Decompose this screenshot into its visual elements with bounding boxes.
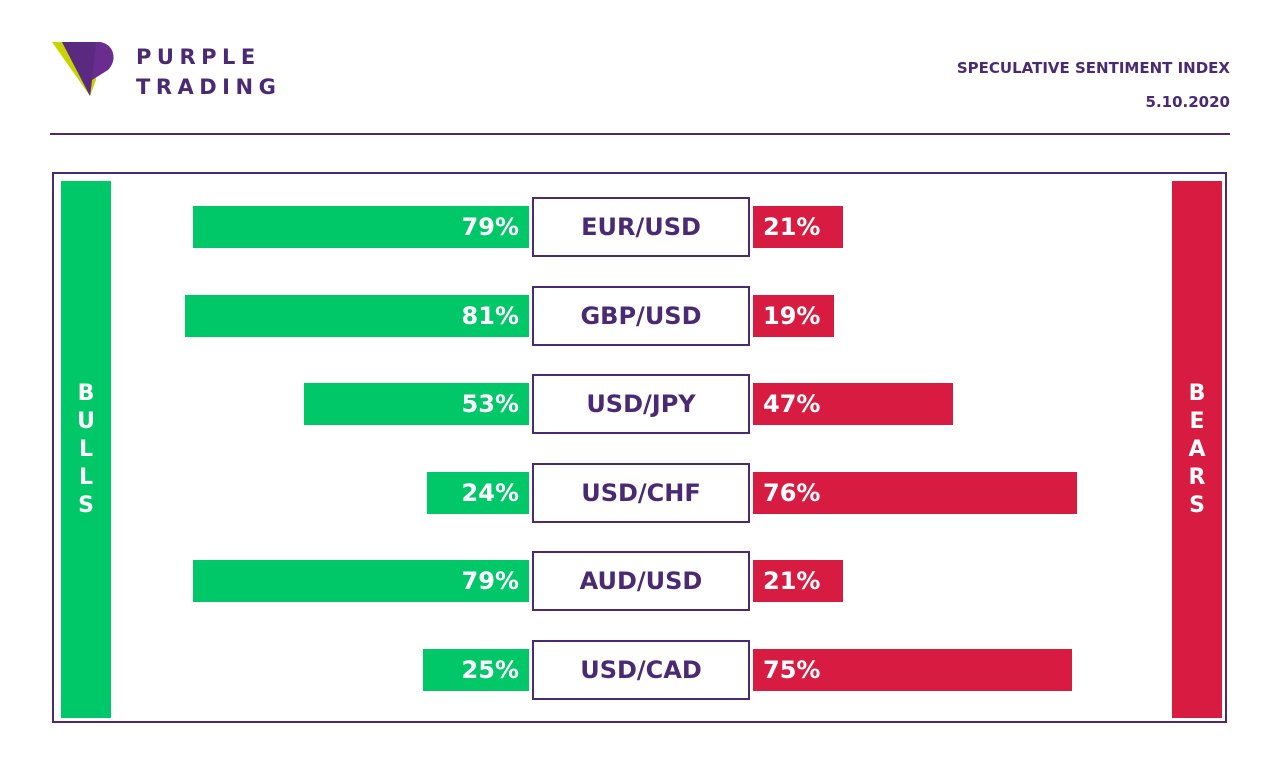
side-letter: B <box>77 380 95 406</box>
bull-bar: 79% <box>193 560 529 603</box>
bull-bar: 24% <box>427 471 529 514</box>
header-divider <box>50 133 1230 135</box>
side-letter: L <box>78 436 94 462</box>
currency-pair-label: USD/CHF <box>532 462 750 523</box>
currency-pair-label: USD/CAD <box>532 640 750 700</box>
sentiment-row: 24% USD/CHF 76% <box>0 462 1280 523</box>
bull-bar: 81% <box>184 294 529 337</box>
side-letter: L <box>78 464 94 490</box>
brand-logo: PURPLE TRADING <box>52 40 312 100</box>
purple-trading-logo-icon <box>52 42 114 96</box>
currency-pair-label: USD/JPY <box>532 374 750 435</box>
brand-line2: TRADING <box>136 75 282 99</box>
bull-bar: 53% <box>303 383 529 426</box>
bear-bar: 75% <box>753 649 1073 691</box>
brand-line1: PURPLE <box>136 45 261 69</box>
sentiment-row: 53% USD/JPY 47% <box>0 374 1280 435</box>
sentiment-row: 79% AUD/USD 21% <box>0 551 1280 612</box>
bull-bar: 25% <box>422 649 529 691</box>
bear-bar: 19% <box>753 294 835 337</box>
report-date: 5.10.2020 <box>1145 93 1230 111</box>
chart-frame <box>52 172 1227 723</box>
sentiment-row: 79% EUR/USD 21% <box>0 197 1280 257</box>
currency-pair-label: EUR/USD <box>532 197 750 257</box>
currency-pair-label: AUD/USD <box>532 551 750 612</box>
report-title: SPECULATIVE SENTIMENT INDEX <box>956 59 1230 77</box>
side-letter: S <box>78 492 94 518</box>
report-header: SPECULATIVE SENTIMENT INDEX 5.10.2020 <box>957 58 1230 112</box>
bull-bar: 79% <box>193 206 529 248</box>
bear-bar: 21% <box>753 560 843 603</box>
side-letter: A <box>1188 436 1206 462</box>
sentiment-row: 25% USD/CAD 75% <box>0 640 1280 700</box>
currency-pair-label: GBP/USD <box>532 285 750 346</box>
bear-bar: 21% <box>753 206 843 248</box>
brand-name: PURPLE TRADING <box>136 42 281 102</box>
side-letter: S <box>1189 492 1205 518</box>
side-letter: U <box>77 408 95 434</box>
bear-bar: 47% <box>753 383 954 426</box>
side-letter: R <box>1188 464 1206 490</box>
sentiment-row: 81% GBP/USD 19% <box>0 285 1280 346</box>
side-letter: B <box>1188 380 1206 406</box>
side-letter: E <box>1189 408 1205 434</box>
bear-bar: 76% <box>753 471 1077 514</box>
